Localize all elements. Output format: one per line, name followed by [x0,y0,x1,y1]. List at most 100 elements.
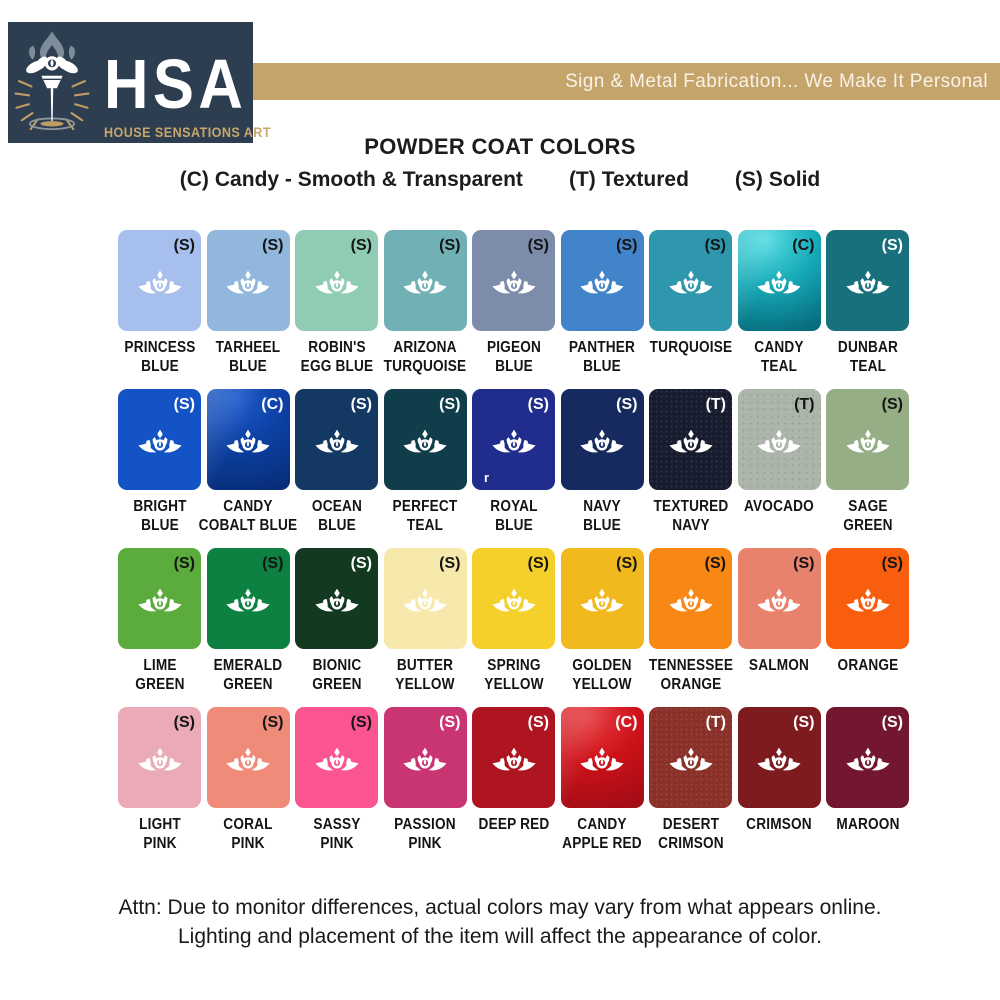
finish-code: (S) [173,555,195,572]
legend-item-candy: (C) Candy - Smooth & Transparent [179,168,523,191]
swatch-name: BRIGHT BLUE [132,498,187,534]
finish-code: (S) [350,555,372,572]
swatch-name: PRINCESS BLUE [123,339,196,375]
swatch-name: TURQUOISE [649,339,732,356]
swatch-name: PIGEON BLUE [486,339,541,375]
color-swatch: (C) [560,707,644,808]
finish-code: (S) [350,237,372,254]
color-swatch: (S) [560,230,644,331]
color-swatch: (S) [472,707,555,808]
color-swatch: (S) [826,548,909,649]
swatch-grid: (S) PRINCESS BLUE [118,230,909,866]
finish-code: (S) [527,714,549,731]
lotus-icon [757,270,801,294]
swatch-name: ROYAL BLUE [489,498,538,534]
swatch-cell: (S) PERFECT TEAL [383,389,467,548]
finish-code: (S) [350,396,372,413]
finish-code: (S) [881,396,903,413]
swatch-cell: (S) SAGE GREEN [826,389,909,548]
finish-code: (S) [439,714,461,731]
finish-code: (S) [350,714,372,731]
finish-code: (S) [881,237,903,254]
color-swatch: (S) [383,707,467,808]
color-swatch: (S) [560,548,644,649]
finish-code: (T) [705,714,726,731]
swatch-cell: (S) CRIMSON [737,707,821,866]
finish-code: (S) [173,396,195,413]
lotus-icon [491,429,536,453]
finish-code: (S) [262,714,284,731]
color-swatch: (T) [737,389,821,490]
swatch-name: AVOCADO [744,498,814,515]
lotus-icon [137,270,182,294]
swatch-cell: (S) SASSY PINK [295,707,378,866]
torch-lotus-logo-icon [14,31,90,131]
lotus-icon [314,747,359,771]
swatch-cell: (S) PIGEON BLUE [472,230,555,389]
finish-code: (S) [704,237,726,254]
logo-acronym: HSA [104,45,248,123]
finish-code: (S) [616,396,638,413]
lotus-icon [580,588,624,612]
swatch-name: GOLDEN YELLOW [572,657,632,693]
tagline-banner: Sign & Metal Fabrication... We Make It P… [253,63,1000,100]
finish-code: (S) [262,555,284,572]
lotus-icon [403,747,447,771]
swatch-name: SPRING YELLOW [483,657,544,693]
color-swatch: (S) [206,707,290,808]
color-swatch: (S) [472,230,555,331]
color-swatch: (C) [737,230,821,331]
finish-code: (S) [262,237,284,254]
finish-code: (S) [616,237,638,254]
swatch-cell: (S) DEEP RED [472,707,555,866]
swatch-name: NAVY BLUE [583,498,621,534]
color-swatch: (S) [118,707,201,808]
swatch-cell: (S) LIME GREEN [118,548,201,707]
swatch-name: CANDY COBALT BLUE [198,498,298,534]
color-swatch: (S) [826,707,909,808]
lotus-icon [757,747,801,771]
lotus-icon [314,270,359,294]
swatch-cell: (S) CORAL PINK [206,707,290,866]
finish-code: (S) [881,714,903,731]
swatch-cell: (T) DESERT CRIMSON [649,707,732,866]
lotus-icon [668,429,713,453]
swatch-cell: (S) BIONIC GREEN [295,548,378,707]
lotus-icon [137,747,182,771]
swatch-cell: (S) SPRING YELLOW [472,548,555,707]
finish-code: (S) [439,237,461,254]
swatch-name: PERFECT TEAL [392,498,458,534]
swatch-name: OCEAN BLUE [311,498,362,534]
disclaimer-line-1: Attn: Due to monitor differences, actual… [118,896,882,919]
finish-code: (S) [439,555,461,572]
swatch-name: DUNBAR TEAL [837,339,898,375]
lotus-icon [226,588,270,612]
swatch-cell: (S) BUTTER YELLOW [383,548,467,707]
swatch-name: PANTHER BLUE [568,339,636,375]
color-swatch: (S) [737,548,821,649]
page-title: POWDER COAT COLORS [364,134,636,159]
lotus-icon [845,429,890,453]
lotus-icon [226,270,270,294]
swatch-cell: (S) ORANGE [826,548,909,707]
finish-code: (S) [793,555,815,572]
color-swatch: (T) [649,707,732,808]
lotus-icon [491,747,536,771]
color-swatch: (S) [560,389,644,490]
swatch-name: BIONIC GREEN [311,657,362,693]
lotus-icon [757,588,801,612]
logo-subtitle: HOUSE SENSATIONS ART [104,125,271,140]
swatch-name: TENNESSEE ORANGE [648,657,733,693]
color-swatch: (S) [737,707,821,808]
finish-code: (T) [705,396,726,413]
swatch-cell: (T) AVOCADO [737,389,821,548]
color-swatch: (S) [826,389,909,490]
lotus-icon [403,429,447,453]
swatch-name: TEXTURED NAVY [653,498,728,534]
swatch-cell: (S) SALMON [737,548,821,707]
lotus-icon [491,270,536,294]
disclaimer-line-2: Lighting and placement of the item will … [177,925,823,948]
legend-item-solid: (S) Solid [734,168,821,191]
color-swatch: (S) [118,548,201,649]
swatch-cell: (S) DUNBAR TEAL [826,230,909,389]
